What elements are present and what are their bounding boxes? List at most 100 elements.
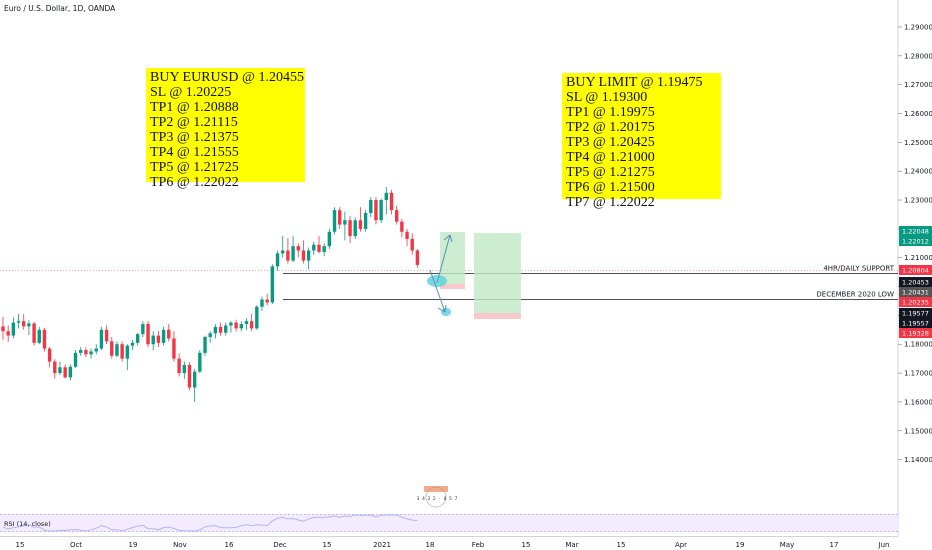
- x-tick-label: Feb: [472, 541, 485, 549]
- candle-body: [156, 335, 161, 343]
- x-tick-label: Oct: [70, 541, 82, 549]
- note-line: SL @ 1.19300: [566, 90, 648, 105]
- candle-body: [6, 331, 10, 336]
- price-tag-label: 1.19577: [902, 310, 929, 318]
- price-tag: [899, 297, 932, 307]
- candle-body: [306, 250, 311, 261]
- price-tag-label: 1.22048: [902, 228, 929, 236]
- candle-body: [99, 329, 104, 349]
- candle-body: [161, 329, 166, 343]
- candle-body: [73, 352, 78, 367]
- candle-body: [120, 344, 124, 359]
- candle-body: [317, 244, 321, 252]
- candle-body: [11, 322, 16, 336]
- price-tag-label: 1.19557: [902, 320, 929, 328]
- position-2-target-zone: [474, 233, 521, 313]
- candle-body: [84, 350, 88, 355]
- y-tick-label: 1.15000: [904, 427, 932, 435]
- candle-body: [369, 200, 373, 214]
- candle-body: [358, 220, 363, 229]
- candle-body: [389, 192, 394, 211]
- note-line: TP1 @ 1.19975: [566, 105, 655, 120]
- x-tick-label: 19: [736, 541, 745, 549]
- candle-body: [353, 220, 357, 237]
- candle-body: [332, 210, 337, 232]
- price-tag: [899, 226, 932, 236]
- y-tick-label: 1.29000: [904, 23, 932, 31]
- x-tick-label: 19: [129, 541, 138, 549]
- note-line: TP2 @ 1.21115: [150, 115, 238, 130]
- candle-body: [394, 210, 399, 222]
- price-tag: [899, 277, 932, 287]
- x-tick-label: 18: [426, 541, 435, 549]
- position-tools[interactable]: [440, 232, 521, 319]
- candle-body: [110, 341, 114, 356]
- candle-body: [135, 334, 140, 343]
- candle-body: [89, 351, 93, 355]
- candle-body: [363, 213, 368, 229]
- candle-body: [286, 250, 290, 261]
- x-tick-label: Apr: [675, 541, 687, 549]
- candle-body: [182, 365, 186, 374]
- candle-body: [379, 200, 383, 221]
- candle-body: [255, 306, 259, 329]
- x-tick-label: 16: [225, 541, 234, 549]
- note-line: TP5 @ 1.21275: [566, 165, 655, 180]
- candle-body: [224, 325, 228, 333]
- trade-note-right: BUY LIMIT @ 1.19475 SL @ 1.19300 TP1 @ 1.1…: [562, 73, 721, 210]
- candle-body: [244, 321, 249, 325]
- note-line: TP5 @ 1.21725: [150, 160, 239, 175]
- candle-body: [192, 371, 197, 388]
- price-tag-label: 1.20453: [902, 279, 929, 287]
- candle-body: [260, 299, 264, 307]
- candle-body: [16, 321, 21, 323]
- candle-body: [27, 323, 31, 327]
- candle-body: [249, 321, 254, 329]
- price-tag-label: 1.20235: [902, 299, 929, 307]
- candle-body: [275, 253, 280, 267]
- candle-body: [265, 299, 269, 303]
- x-tick-label: Mar: [565, 541, 578, 549]
- price-tag: [899, 328, 932, 338]
- candle-body: [291, 246, 295, 261]
- y-tick-label: 1.21000: [904, 254, 932, 262]
- position-1-stop-zone: [440, 284, 465, 289]
- candle-body: [410, 238, 414, 251]
- candle-body: [234, 322, 238, 329]
- price-tag-label: 1.20804: [902, 267, 929, 275]
- price-tag: [899, 308, 932, 318]
- candle-body: [322, 246, 326, 252]
- note-line: BUY EURUSD @ 1.20455: [150, 70, 304, 85]
- candle-body: [281, 250, 285, 254]
- x-tick-label: 15: [522, 541, 531, 549]
- candle-body: [374, 200, 378, 221]
- y-tick-label: 1.23000: [904, 197, 932, 205]
- candle-body: [172, 338, 176, 359]
- candle-body: [348, 220, 352, 237]
- time-axis[interactable]: 15 Oct 19 Nov 16 Dec 15 2021 18 Feb 15 Mar 15 Apr 19 Ma…: [0, 536, 898, 550]
- note-line: TP4 @ 1.21000: [566, 150, 655, 165]
- y-tick-label: 1.18000: [904, 341, 932, 349]
- candle-body: [208, 333, 212, 338]
- rsi-label: RSI (14, close): [4, 520, 51, 528]
- candle-body: [203, 337, 207, 353]
- candle-body: [47, 348, 52, 362]
- position-2-stop-zone: [474, 313, 521, 319]
- candle-body: [218, 326, 223, 333]
- price-tag-label: 1.19328: [902, 330, 929, 338]
- note-line: BUY LIMIT @ 1.19475: [566, 75, 703, 90]
- candle-body: [146, 324, 150, 345]
- price-tag: [899, 318, 932, 328]
- note-line: TP3 @ 1.20425: [566, 135, 655, 150]
- candle-body: [37, 329, 41, 343]
- y-tick-label: 1.27000: [904, 81, 932, 89]
- price-tag: [899, 236, 932, 246]
- candle-body: [270, 266, 275, 303]
- candle-body: [58, 367, 62, 374]
- logo-badge: 3 4 3 2 · 8 5 7: [417, 486, 458, 508]
- candle-body: [79, 350, 83, 353]
- candle-body: [141, 324, 145, 335]
- candle-body: [229, 322, 233, 326]
- limit-zone-highlight: [441, 308, 451, 316]
